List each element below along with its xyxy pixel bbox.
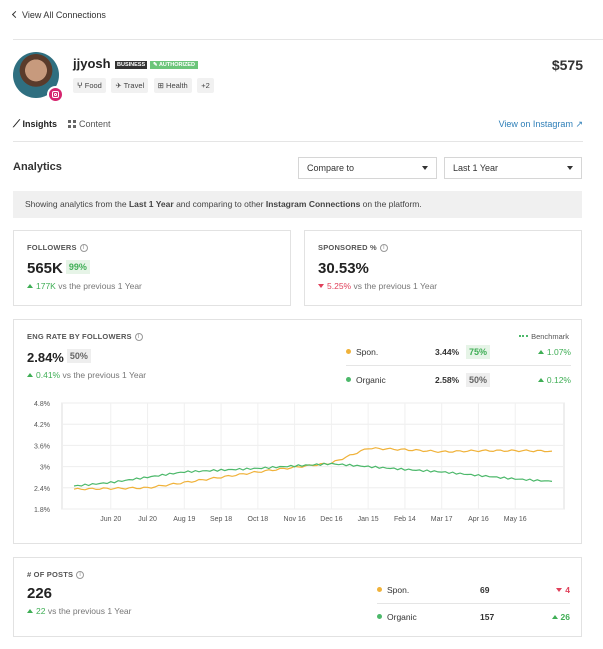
x-tick-label: May 16 [504, 516, 527, 523]
tag-travel[interactable]: ✈ Travel [111, 78, 149, 93]
arrow-up-icon [27, 284, 33, 288]
plane-icon: ✈ [115, 81, 124, 90]
dashed-line-icon [519, 335, 529, 337]
y-tick-label: 3.6% [34, 443, 50, 450]
posts-delta: 22 vs the previous 1 Year [27, 606, 131, 616]
external-link-icon: ↗ [575, 119, 583, 129]
x-tick-label: Jun 20 [100, 516, 121, 523]
posts-value: 226 [27, 585, 53, 602]
y-tick-label: 3% [40, 465, 50, 472]
info-icon[interactable]: i [76, 571, 85, 579]
eng-rate-chart: 1.8% 2.4% 3% 3.6% 4.2% 4.8% Jun 20 Jul 20 Aug 19… [34, 401, 565, 523]
arrow-up-icon [551, 615, 558, 619]
eng-rate-delta: 0.41% vs the previous 1 Year [27, 370, 146, 380]
business-badge: BUSINESS [115, 61, 148, 69]
arrow-down-icon [318, 284, 324, 288]
legend-dot [346, 377, 351, 382]
y-tick-label: 4.2% [34, 422, 50, 429]
posts-label: # OF POSTS i [27, 570, 85, 579]
tab-content[interactable]: Content [68, 119, 111, 129]
sponsored-label: SPONSORED % i [318, 243, 388, 252]
legend-dot [377, 614, 382, 619]
chevron-down-icon [422, 166, 428, 170]
x-tick-label: Mar 17 [431, 516, 453, 523]
x-tick-label: Apr 16 [468, 516, 489, 523]
y-tick-label: 2.4% [34, 486, 50, 493]
y-tick-label: 1.8% [34, 507, 50, 514]
period-select[interactable]: Last 1 Year [444, 157, 582, 179]
eng-rate-value: 2.84% [27, 350, 64, 365]
followers-label: FOLLOWERS i [27, 243, 88, 252]
posts-organic-row: Organic 157 26 [377, 612, 570, 622]
tag-list: ⵖ Food ✈ Travel ⊞ Health +2 [73, 78, 217, 93]
back-link[interactable]: View All Connections [11, 10, 106, 20]
x-tick-label: Nov 16 [284, 516, 306, 523]
info-icon[interactable]: i [379, 244, 388, 252]
plot-frame [61, 402, 565, 510]
arrow-up-icon [27, 609, 33, 613]
authorized-badge: ✎ AUTHORIZED [150, 61, 198, 69]
arrow-up-icon [537, 378, 544, 382]
eng-rate-badge: 50% [66, 349, 91, 363]
fork-knife-icon: ⵖ [77, 81, 85, 90]
tag-more[interactable]: +2 [197, 78, 214, 93]
info-icon[interactable]: i [79, 244, 88, 252]
arrow-down-icon [556, 588, 563, 592]
followers-delta: 177K vs the previous 1 Year [27, 281, 142, 291]
eng-organic-row: Organic 2.58% 50% 0.12% [346, 373, 571, 387]
chevron-left-icon [11, 10, 20, 19]
info-icon[interactable]: i [134, 333, 143, 341]
followers-value-row: 565K 99% [27, 260, 90, 277]
eng-rate-value-row: 2.84% 50% [27, 349, 91, 365]
analytics-title: Analytics [13, 161, 62, 173]
sponsored-card: SPONSORED % i 30.53% 5.25% vs the previou… [304, 230, 582, 306]
y-tick-label: 4.8% [34, 401, 50, 408]
x-tick-label: Jul 20 [138, 516, 157, 523]
followers-value: 565K [27, 260, 63, 277]
followers-badge: 99% [65, 260, 90, 274]
view-on-instagram-link[interactable]: View on Instagram ↗ [498, 119, 583, 129]
divider [13, 141, 583, 142]
divider [346, 365, 571, 366]
x-tick-label: Sep 18 [210, 516, 232, 523]
series-line-spon [73, 447, 553, 491]
trend-icon: ⟋ [13, 119, 20, 130]
posts-card: # OF POSTS i 226 22 vs the previous 1 Yea… [13, 557, 582, 637]
series-line-organic [73, 462, 553, 487]
legend-dot [346, 349, 351, 354]
chevron-down-icon [567, 166, 573, 170]
username: jjyosh [73, 56, 111, 71]
sponsored-value: 30.53% [318, 260, 369, 277]
benchmark-legend: Benchmark [519, 332, 569, 341]
compare-select[interactable]: Compare to [298, 157, 437, 179]
divider [377, 603, 570, 604]
eng-rate-label: ENG RATE BY FOLLOWERS i [27, 332, 143, 341]
followers-card: FOLLOWERS i 565K 99% 177K vs the previous … [13, 230, 291, 306]
posts-spon-row: Spon. 69 4 [377, 585, 570, 595]
tag-health[interactable]: ⊞ Health [153, 78, 192, 93]
medical-bag-icon: ⊞ [157, 81, 167, 90]
x-tick-label: Jan 15 [358, 516, 379, 523]
x-tick-label: Oct 18 [248, 516, 269, 523]
eng-spon-row: Spon. 3.44% 75% 1.07% [346, 345, 571, 359]
pencil-icon: ✎ [153, 62, 159, 68]
tag-food[interactable]: ⵖ Food [73, 78, 106, 93]
grid-icon [68, 120, 76, 128]
info-banner: Showing analytics from the Last 1 Year a… [13, 191, 582, 218]
x-tick-label: Feb 14 [394, 516, 416, 523]
back-link-label: View All Connections [22, 10, 106, 20]
tab-insights[interactable]: ⟋ Insights [13, 119, 58, 130]
price: $575 [551, 57, 583, 73]
legend-dot [377, 587, 382, 592]
x-tick-label: Aug 19 [173, 516, 195, 523]
arrow-up-icon [537, 350, 544, 354]
instagram-icon [47, 86, 64, 103]
x-tick-label: Dec 16 [320, 516, 342, 523]
divider [13, 39, 603, 40]
sponsored-delta: 5.25% vs the previous 1 Year [318, 281, 437, 291]
arrow-up-icon [27, 373, 33, 377]
eng-rate-card: ENG RATE BY FOLLOWERS i 2.84% 50% 0.41% vs… [13, 319, 582, 544]
